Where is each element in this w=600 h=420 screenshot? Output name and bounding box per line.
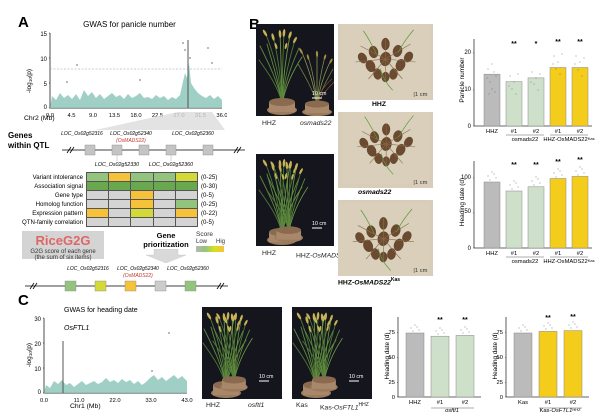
svg-text:LOC_Os02g52360: LOC_Os02g52360 [167, 266, 209, 272]
svg-text:LOC_Os02g52340: LOC_Os02g52340 [110, 131, 152, 137]
svg-text:#1: #1 [511, 251, 517, 257]
svg-text:HHZ-OsMADS22Kas: HHZ-OsMADS22Kas [543, 258, 594, 265]
svg-text:LOC_Os02g52330: LOC_Os02g52330 [95, 162, 139, 168]
svg-text:osmads22: osmads22 [512, 259, 539, 265]
svg-text:|1 cm: |1 cm [413, 180, 427, 186]
svg-text:-log10(p): -log10(p) [26, 69, 34, 93]
svg-text:#1: #1 [555, 251, 561, 257]
svg-text:#1: #1 [545, 400, 551, 406]
svg-text:LOC_Os02g52316: LOC_Os02g52316 [61, 131, 103, 137]
svg-text:**: ** [437, 317, 443, 324]
svg-text:0: 0 [468, 246, 472, 252]
svg-text:10 cm: 10 cm [259, 374, 274, 380]
svg-text:33.0: 33.0 [145, 398, 156, 404]
svg-text:**: ** [555, 159, 561, 166]
svg-text:*: * [535, 41, 538, 48]
svg-text:15: 15 [40, 32, 47, 38]
svg-text:#2: #2 [462, 400, 468, 406]
svg-text:5: 5 [44, 82, 48, 88]
svg-text:Heading date (d): Heading date (d) [384, 333, 391, 380]
svg-text:43.0: 43.0 [181, 398, 192, 404]
svg-text:20: 20 [464, 50, 471, 56]
svg-text:0: 0 [44, 105, 48, 111]
svg-text:#2: #2 [533, 129, 539, 135]
svg-text:|1 cm: |1 cm [413, 92, 427, 98]
svg-text:0: 0 [500, 395, 503, 401]
svg-text:0: 0 [468, 124, 472, 130]
svg-text:LOC_Os02g52316: LOC_Os02g52316 [67, 266, 109, 272]
svg-text:0: 0 [392, 395, 395, 401]
svg-text:(OsMADS22): (OsMADS22) [123, 273, 153, 279]
svg-text:22.0: 22.0 [109, 398, 120, 404]
svg-text:**: ** [533, 162, 539, 169]
svg-text:#1: #1 [555, 129, 561, 135]
svg-text:**: ** [511, 162, 517, 169]
svg-text:#1: #1 [511, 129, 517, 135]
svg-text:#2: #2 [570, 400, 576, 406]
svg-text:HHZ-OsMADS22Kas: HHZ-OsMADS22Kas [543, 136, 594, 142]
svg-text:Kas: Kas [518, 400, 528, 406]
svg-text:osftl1: osftl1 [445, 408, 459, 414]
svg-text:10 cm: 10 cm [312, 91, 327, 97]
svg-text:osmads22: osmads22 [512, 137, 539, 142]
svg-text:#1: #1 [437, 400, 443, 406]
svg-text:10 cm: 10 cm [349, 374, 364, 380]
svg-text:Panicle number: Panicle number [459, 57, 466, 103]
svg-text:**: ** [577, 157, 583, 164]
svg-text:LOC_Os02g52340: LOC_Os02g52340 [117, 266, 159, 272]
svg-text:**: ** [511, 41, 517, 48]
svg-text:LOC_Os02g52360: LOC_Os02g52360 [172, 131, 214, 137]
svg-text:**: ** [570, 314, 576, 321]
svg-text:#2: #2 [577, 251, 583, 257]
svg-text:-log10(p): -log10(p) [26, 343, 34, 367]
svg-text:(OsMADS22): (OsMADS22) [116, 138, 146, 144]
svg-text:LOC_Os02g52360: LOC_Os02g52360 [149, 162, 193, 168]
svg-text:10: 10 [40, 57, 47, 63]
svg-text:HHZ: HHZ [409, 400, 421, 406]
svg-text:Heading date (d): Heading date (d) [492, 333, 499, 380]
svg-text:|1 cm: |1 cm [413, 268, 427, 274]
svg-text:HHZ: HHZ [486, 251, 498, 257]
svg-text:10 cm: 10 cm [312, 221, 327, 227]
svg-text:**: ** [462, 317, 468, 324]
svg-text:#2: #2 [577, 129, 583, 135]
svg-text:**: ** [545, 315, 551, 322]
svg-text:25: 25 [497, 380, 503, 386]
svg-text:**: ** [577, 39, 583, 46]
svg-text:**: ** [555, 39, 561, 46]
svg-text:25: 25 [389, 380, 395, 386]
svg-text:0.0: 0.0 [40, 398, 48, 404]
svg-text:HHZ: HHZ [486, 129, 498, 135]
svg-text:0: 0 [38, 390, 42, 396]
svg-text:#2: #2 [533, 251, 539, 257]
svg-text:Heading date (d): Heading date (d) [459, 178, 466, 226]
